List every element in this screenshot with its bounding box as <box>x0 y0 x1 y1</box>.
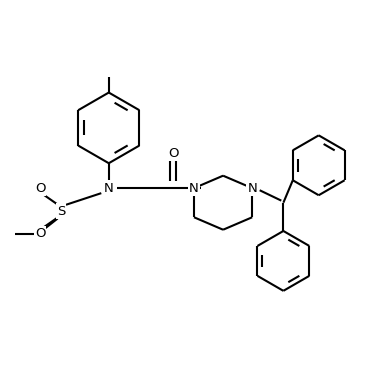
Text: N: N <box>189 182 199 195</box>
Text: O: O <box>168 147 178 160</box>
Text: O: O <box>35 227 45 240</box>
Text: O: O <box>35 182 45 195</box>
Text: S: S <box>57 205 65 217</box>
Text: N: N <box>247 182 257 195</box>
Text: N: N <box>104 182 114 195</box>
